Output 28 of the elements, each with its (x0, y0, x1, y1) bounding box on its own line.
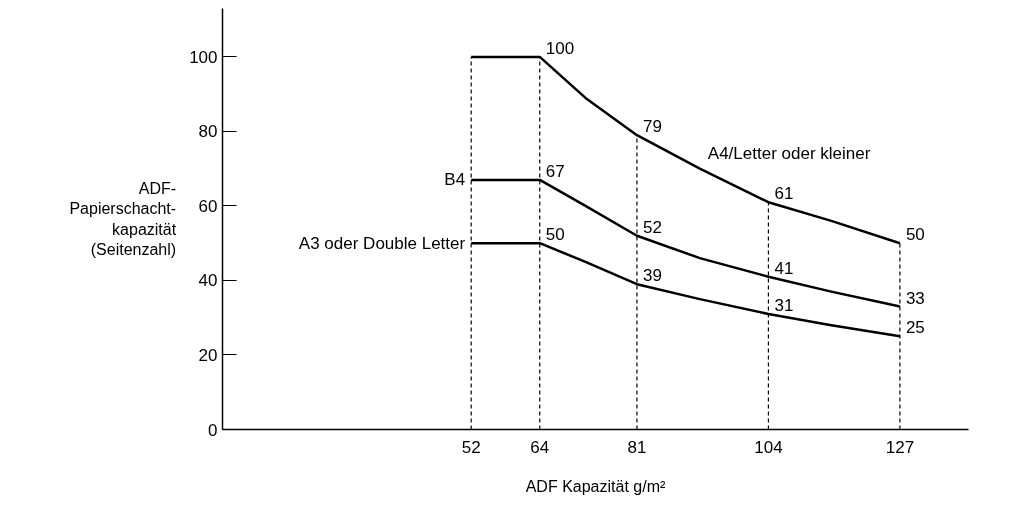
data-label: 33 (905, 288, 925, 308)
y-tick-label: 60 (198, 196, 218, 216)
data-label: 25 (905, 318, 925, 338)
x-tick-label: 81 (627, 437, 647, 457)
y-tick-label: 0 (208, 420, 218, 440)
data-label: 31 (774, 296, 794, 315)
series-label: A3 oder Double Letter (298, 233, 466, 253)
series-label: B4 (444, 170, 466, 190)
x-tick-label: 64 (530, 437, 550, 457)
x-tick-label: 127 (885, 437, 915, 457)
y-tick-label: 20 (198, 345, 218, 365)
y-tick-label: 100 (189, 47, 218, 67)
data-label: 50 (905, 225, 925, 245)
data-label: 79 (642, 117, 662, 137)
data-label: 61 (774, 184, 794, 204)
y-tick-label: 80 (198, 122, 218, 142)
x-axis-title: ADF Kapazität g/m² (525, 477, 666, 495)
x-tick-label: 104 (754, 437, 783, 457)
data-label: 41 (774, 258, 794, 278)
x-tick-label: 52 (461, 437, 481, 457)
data-label: 100 (545, 38, 575, 58)
data-label: 50 (545, 225, 565, 245)
y-tick-label: 40 (198, 271, 218, 291)
data-label: 52 (642, 217, 662, 237)
y-axis-title: ADF- Papierschacht- kapazität (Seitenzahl) (69, 179, 177, 259)
data-label: 39 (642, 266, 662, 286)
data-label: 67 (545, 161, 565, 181)
series-label: A4/Letter oder kleiner (707, 143, 871, 163)
